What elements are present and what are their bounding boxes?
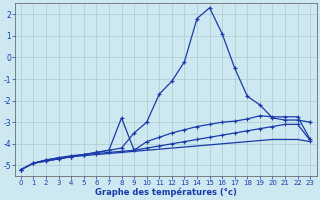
X-axis label: Graphe des températures (°c): Graphe des températures (°c) [95, 187, 236, 197]
